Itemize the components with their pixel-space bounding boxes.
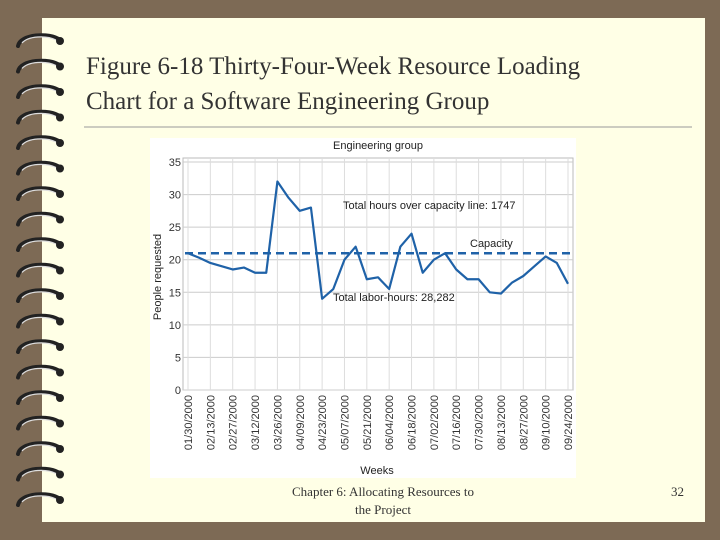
x-tick-label: 01/30/2000 — [183, 395, 195, 450]
ring-highlight — [21, 495, 57, 503]
x-tick-label: 09/24/2000 — [563, 395, 575, 450]
page-number: 32 — [671, 484, 684, 499]
ring-hole — [56, 266, 64, 275]
y-tick-label: 15 — [169, 287, 181, 299]
slide-title: Figure 6-18 Thirty-Four-Week Resource Lo… — [86, 53, 581, 80]
x-tick-label: 03/26/2000 — [272, 395, 284, 450]
x-tick-label: 05/21/2000 — [362, 395, 374, 450]
capacity-label: Capacity — [470, 238, 513, 250]
ring-hole — [56, 215, 64, 224]
ring — [16, 160, 62, 176]
x-tick-label: 07/30/2000 — [474, 395, 486, 450]
ring-hole — [56, 317, 64, 326]
ring-hole — [56, 241, 64, 249]
x-tick-label: 02/27/2000 — [228, 395, 240, 450]
ring-highlight — [21, 36, 57, 44]
x-tick-label: 03/12/2000 — [250, 395, 262, 450]
ring — [16, 186, 62, 201]
annotation: Total hours over capacity line: 1747 — [343, 200, 515, 212]
ring-hole — [56, 88, 64, 96]
ring-highlight — [21, 112, 57, 120]
ring-hole — [56, 37, 64, 45]
ring-highlight — [21, 393, 57, 401]
ring-hole — [56, 394, 64, 402]
ring-highlight — [21, 291, 57, 299]
ring — [16, 211, 62, 227]
ring — [16, 84, 62, 99]
ring-highlight — [21, 367, 57, 375]
x-tick-label: 09/10/2000 — [541, 395, 553, 450]
footer: the Project — [355, 502, 411, 517]
ring — [16, 237, 62, 252]
ring — [16, 441, 62, 456]
y-tick-label: 10 — [169, 320, 181, 332]
ring-highlight — [21, 316, 57, 324]
ring — [16, 390, 62, 405]
ring-highlight — [21, 214, 57, 222]
ring-hole — [56, 343, 64, 351]
y-tick-label: 25 — [169, 222, 181, 234]
ring-hole — [56, 292, 64, 300]
x-tick-label: 07/02/2000 — [429, 395, 441, 450]
x-axis-label: Weeks — [360, 465, 394, 477]
ring — [16, 364, 62, 380]
ring-highlight — [21, 189, 57, 197]
footer: Chapter 6: Allocating Resources to — [292, 484, 474, 499]
ring-highlight — [21, 87, 57, 95]
x-tick-label: 04/23/2000 — [317, 395, 329, 450]
ring-highlight — [21, 469, 57, 477]
ring — [16, 492, 62, 507]
slide-title: Chart for a Software Engineering Group — [86, 88, 489, 115]
y-tick-label: 35 — [169, 157, 181, 169]
ring-highlight — [21, 61, 57, 69]
x-tick-label: 08/27/2000 — [518, 395, 530, 450]
ring-hole — [56, 164, 64, 173]
ring-hole — [56, 445, 64, 453]
ring-hole — [56, 496, 64, 504]
ring-highlight — [21, 138, 57, 146]
ring — [16, 262, 62, 278]
y-axis-label: People requested — [152, 234, 164, 320]
x-tick-label: 04/09/2000 — [295, 395, 307, 450]
ring-highlight — [21, 444, 57, 452]
x-tick-label: 08/13/2000 — [496, 395, 508, 450]
ring — [16, 58, 62, 74]
y-tick-label: 5 — [175, 352, 181, 364]
ring-highlight — [21, 265, 57, 273]
x-tick-label: 06/04/2000 — [384, 395, 396, 450]
ring-hole — [56, 113, 64, 122]
chart-title: Engineering group — [333, 140, 423, 152]
ring-hole — [56, 62, 64, 71]
ring-hole — [56, 139, 64, 147]
spiral-binding — [16, 33, 64, 507]
ring-hole — [56, 368, 64, 377]
ring-hole — [56, 190, 64, 198]
ring — [16, 415, 62, 431]
data-line — [187, 180, 569, 300]
ring-highlight — [21, 342, 57, 350]
y-tick-label: 0 — [175, 385, 181, 397]
ring-highlight — [21, 240, 57, 248]
annotation: Total labor-hours: 28,282 — [333, 292, 455, 304]
ring — [16, 135, 62, 150]
ring — [16, 109, 62, 125]
ring — [16, 313, 62, 329]
ring — [16, 466, 62, 482]
x-tick-label: 07/16/2000 — [451, 395, 463, 450]
y-tick-label: 30 — [169, 190, 181, 202]
ring — [16, 339, 62, 354]
ring-highlight — [21, 163, 57, 171]
ring-hole — [56, 419, 64, 428]
ring — [16, 33, 62, 48]
ring-highlight — [21, 418, 57, 426]
x-tick-label: 05/07/2000 — [339, 395, 351, 450]
ring-hole — [56, 470, 64, 479]
y-tick-label: 20 — [169, 255, 181, 267]
x-tick-label: 06/18/2000 — [407, 395, 419, 450]
x-tick-label: 02/13/2000 — [205, 395, 217, 450]
ring — [16, 288, 62, 303]
